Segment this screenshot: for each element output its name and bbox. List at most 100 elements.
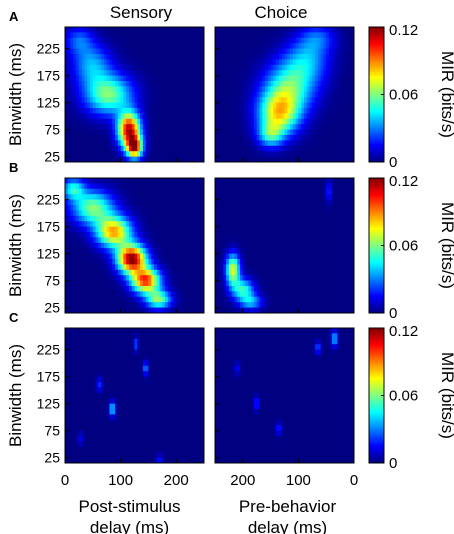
heatmap-cell [301, 264, 305, 271]
heatmap-cell [303, 64, 308, 71]
heatmap-cell [95, 108, 99, 114]
heatmap-cell [84, 194, 88, 200]
heatmap-cell [317, 226, 322, 233]
heatmap-cell [276, 232, 280, 238]
heatmap-cell [115, 259, 119, 265]
heatmap-cell [342, 64, 347, 71]
heatmap-cell [281, 248, 285, 254]
heatmap-cell [245, 108, 249, 114]
heatmap-cell [134, 86, 138, 93]
heatmap-cell [201, 86, 205, 93]
heatmap-cell [98, 140, 102, 147]
heatmap-cell [159, 91, 163, 98]
heatmap-cell [73, 188, 77, 195]
heatmap-cell [259, 86, 263, 93]
heatmap-cell [140, 54, 144, 60]
heatmap-cell [187, 253, 191, 260]
heatmap-cell [195, 54, 199, 60]
heatmap-cell [145, 108, 149, 114]
heatmap-cell [226, 54, 230, 60]
heatmap-cell [65, 32, 69, 39]
heatmap-cell [337, 48, 341, 55]
heatmap-cell [128, 280, 133, 287]
heatmap-cell [181, 135, 185, 141]
heatmap-cell [162, 97, 166, 103]
heatmap-cell [253, 269, 258, 276]
heatmap-cell [298, 215, 302, 222]
heatmap-cell [340, 248, 344, 254]
heatmap-cell [326, 129, 330, 136]
heatmap-cell [248, 32, 252, 39]
heatmap-cell [73, 151, 77, 157]
heatmap-cell [81, 237, 85, 244]
heatmap-cell [145, 64, 149, 71]
heatmap-cell [159, 232, 163, 238]
heatmap-cell [345, 248, 349, 254]
heatmap-cell [348, 70, 352, 76]
heatmap-cell [126, 86, 130, 93]
heatmap-cell [348, 302, 352, 308]
heatmap-cell [167, 275, 172, 281]
heatmap-cell [90, 43, 94, 49]
heatmap-cell [109, 102, 113, 109]
heatmap-cell [123, 81, 127, 87]
heatmap-cell [309, 307, 313, 314]
heatmap-cell [87, 302, 91, 308]
heatmap-cell [98, 199, 102, 206]
heatmap-cell [248, 54, 252, 60]
heatmap-cell [231, 286, 235, 292]
heatmap-cell [151, 194, 155, 200]
heatmap-cell [276, 226, 280, 233]
heatmap-cell [256, 48, 260, 55]
heatmap-cell [337, 264, 341, 271]
heatmap-cell [301, 178, 305, 184]
heatmap-cell [198, 113, 202, 120]
heatmap-cell [320, 118, 324, 125]
heatmap-cell [215, 113, 219, 120]
heatmap-cell [259, 296, 263, 303]
heatmap-cell [178, 264, 183, 271]
heatmap-cell [142, 215, 147, 222]
heatmap-cell [106, 75, 110, 82]
heatmap-cell [267, 259, 271, 265]
heatmap-cell [192, 86, 197, 93]
heatmap-cell [109, 253, 113, 260]
heatmap-cell [115, 27, 119, 33]
heatmap-cell [312, 43, 316, 49]
heatmap-cell [126, 124, 130, 130]
heatmap-cell [128, 307, 133, 314]
heatmap-cell [98, 194, 102, 200]
heatmap-cell [248, 242, 252, 249]
heatmap-cell [145, 215, 149, 222]
heatmap-cell [278, 86, 283, 93]
heatmap-cell [73, 232, 77, 238]
heatmap-cell [131, 64, 135, 71]
heatmap-cell [92, 199, 96, 206]
heatmap-cell [190, 264, 194, 271]
heatmap-cell [342, 232, 347, 238]
heatmap-cell [126, 215, 130, 222]
heatmap-cell [162, 54, 166, 60]
heatmap-cell [276, 102, 280, 109]
heatmap-cell [276, 113, 280, 120]
heatmap-cell [109, 205, 113, 211]
heatmap-cell [337, 113, 341, 120]
heatmap-cell [87, 226, 91, 233]
heatmap-cell [298, 237, 302, 244]
heatmap-cell [345, 37, 349, 44]
heatmap-cell [348, 226, 352, 233]
heatmap-cell [167, 151, 172, 157]
heatmap-cell [245, 37, 249, 44]
heatmap-cell [156, 264, 160, 271]
heatmap-cell [151, 54, 155, 60]
heatmap-cell [120, 291, 124, 298]
heatmap-cell [278, 37, 283, 44]
heatmap-cell [298, 307, 302, 314]
heatmap-cell [198, 199, 202, 206]
heatmap-cell [345, 291, 349, 298]
heatmap-cell [295, 259, 299, 265]
heatmap-cell [220, 27, 224, 33]
heatmap-cell [342, 86, 347, 93]
heatmap-cell [106, 27, 110, 33]
heatmap-cell [228, 91, 233, 98]
